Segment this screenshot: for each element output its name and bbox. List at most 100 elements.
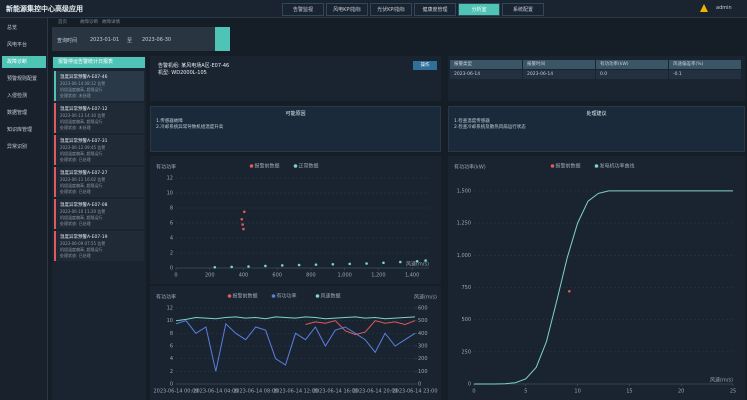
data-point: [241, 223, 244, 226]
y-tick-label: 0: [170, 266, 173, 272]
table-cell: 2023-06-14: [523, 70, 595, 79]
y-tick-label: 750: [461, 285, 471, 291]
action-button[interactable]: 操作: [413, 61, 437, 70]
alarm-item-line: 处理状态: 已处理: [60, 253, 91, 258]
data-point: [399, 260, 402, 264]
alarm-item-line: 机组温度偏高, 超限运行: [60, 183, 103, 188]
y-tick-label: 1,250: [457, 221, 471, 227]
top-bar: [0, 0, 747, 18]
alarm-item-line: 2023-06-12 09:45 告警: [60, 145, 106, 150]
causes-title: 可能原因: [285, 111, 306, 117]
nav-tab[interactable]: 风电KPI指标: [326, 3, 368, 16]
sidebar-item[interactable]: 入侵检测: [7, 93, 28, 99]
sidebar-item[interactable]: 数据管理: [7, 110, 28, 116]
data-point: [240, 217, 244, 221]
x-tick-label: 800: [306, 273, 316, 279]
alarm-item-line: 2023-06-13 14:30 告警: [60, 113, 106, 118]
y-tick-label: 4: [170, 236, 173, 242]
alarm-item-line: 2023-06-14 08:12 告警: [60, 81, 106, 86]
query-button[interactable]: [215, 27, 230, 51]
nav-tab[interactable]: 健康度管理: [414, 3, 456, 16]
alarm-item[interactable]: [54, 231, 144, 261]
x-tick-label: 25: [730, 389, 736, 395]
alarm-item[interactable]: [54, 103, 144, 133]
legend-label: 正常数据: [299, 163, 319, 170]
sidebar-item[interactable]: 故障诊断: [2, 56, 46, 68]
x-tick-label: 2023-06-14 20:00: [353, 389, 398, 395]
x-tick-label: 10: [574, 389, 580, 395]
table-header: 报警类型: [450, 60, 522, 69]
legend-swatch: [594, 164, 599, 168]
x-tick-label: 5: [524, 389, 527, 395]
alarm-item-title: 温度异常预警A-E07-12: [60, 107, 108, 112]
alarm-item-line: 机组温度偏高, 超限运行: [60, 247, 103, 252]
data-point: [280, 264, 284, 267]
sidebar-item[interactable]: 总览: [7, 25, 18, 31]
table-cell: 2023-06-14: [450, 70, 522, 79]
filter-sep: 至: [127, 38, 133, 44]
y-tick-label: 2: [170, 369, 173, 375]
causes-line: 1.传感器故障: [156, 119, 183, 124]
legend-label: 报警前数据: [233, 293, 258, 300]
legend-swatch: [315, 294, 320, 298]
y2-tick-label: 400: [418, 331, 428, 337]
y2-tick-label: 300: [418, 344, 428, 350]
data-point: [247, 265, 250, 268]
filter-start[interactable]: 2023-01-01: [90, 37, 120, 43]
filter-end[interactable]: 2023-06-30: [142, 37, 172, 43]
x-tick-label: 2023-06-14 12:00: [273, 389, 318, 395]
data-point: [568, 290, 571, 293]
y-axis-label: 有功功率(kW): [454, 164, 486, 171]
advice-line: 1.检查温度传感器: [454, 119, 490, 124]
alarm-item[interactable]: [54, 71, 144, 101]
y-tick-label: 10: [167, 318, 173, 324]
breadcrumb-item[interactable]: 故障诊断: [80, 20, 98, 25]
table-header: 有功功率(kW): [596, 60, 668, 69]
legend-label: 有功功率: [277, 293, 297, 300]
alarm-item[interactable]: [54, 167, 144, 197]
sidebar-item[interactable]: 异常识别: [7, 144, 28, 150]
breadcrumb-item[interactable]: 首页: [58, 20, 67, 25]
alarm-item-title: 温度异常预警A-E07-31: [60, 139, 108, 144]
y-tick-label: 0: [468, 382, 471, 388]
legend-label: 报警前数据: [556, 163, 581, 170]
sidebar-item[interactable]: 预警规则配置: [7, 76, 38, 82]
nav-tab[interactable]: 光伏KPI指标: [370, 3, 412, 16]
data-line: [474, 190, 733, 385]
filter-label: 查询时间: [57, 38, 78, 44]
legend-swatch: [550, 164, 555, 168]
table-header: 风速偏差率(%): [669, 60, 741, 69]
y-tick-label: 12: [167, 306, 173, 312]
x-tick-label: 0: [174, 273, 177, 279]
table-header: 报警时间: [523, 60, 595, 69]
alarm-item[interactable]: [54, 199, 144, 229]
user-name[interactable]: admin: [716, 5, 732, 11]
chart: 0 250 500 750 1,000 1,250 1,500 0 5 10 15 20 25 有功功率(…: [448, 156, 745, 400]
nav-tab[interactable]: 告警监视: [282, 3, 324, 16]
alarm-item-line: 处理状态: 已处理: [60, 221, 91, 226]
data-point: [242, 227, 245, 231]
x-axis-label: 风速(m/s): [406, 262, 429, 268]
x-tick-label: 2023-06-14 00:00: [153, 389, 198, 395]
causes-line: 2.冷却系统异常导致机组温度升高: [156, 125, 224, 130]
sidebar-item[interactable]: 知识库管理: [7, 127, 33, 133]
alarm-item-line: 处理状态: 已处理: [60, 189, 91, 194]
y2-tick-label: 200: [418, 356, 428, 362]
y-tick-label: 2: [170, 251, 173, 257]
alarm-item[interactable]: [54, 135, 144, 165]
data-point: [382, 261, 385, 265]
data-point: [331, 262, 335, 266]
y2-axis-label: 风速(m/s): [414, 295, 437, 301]
alarm-item-title: 温度异常预警A-E07-08: [60, 203, 108, 208]
x-tick-label: 2023-06-14 16:00: [313, 389, 358, 395]
nav-tab[interactable]: 分析室: [458, 3, 500, 16]
alarm-item-title: 温度异常预警A-E07-27: [60, 171, 108, 176]
x-tick-label: 600: [272, 273, 282, 279]
alarm-list-title: 报警停运告警统计日报表: [53, 57, 145, 68]
nav-tab[interactable]: 系统配置: [502, 3, 544, 16]
causes-panel: [150, 106, 441, 152]
y-tick-label: 10: [167, 191, 173, 197]
data-point: [297, 263, 301, 267]
sidebar-item[interactable]: 风电平台: [7, 42, 28, 48]
